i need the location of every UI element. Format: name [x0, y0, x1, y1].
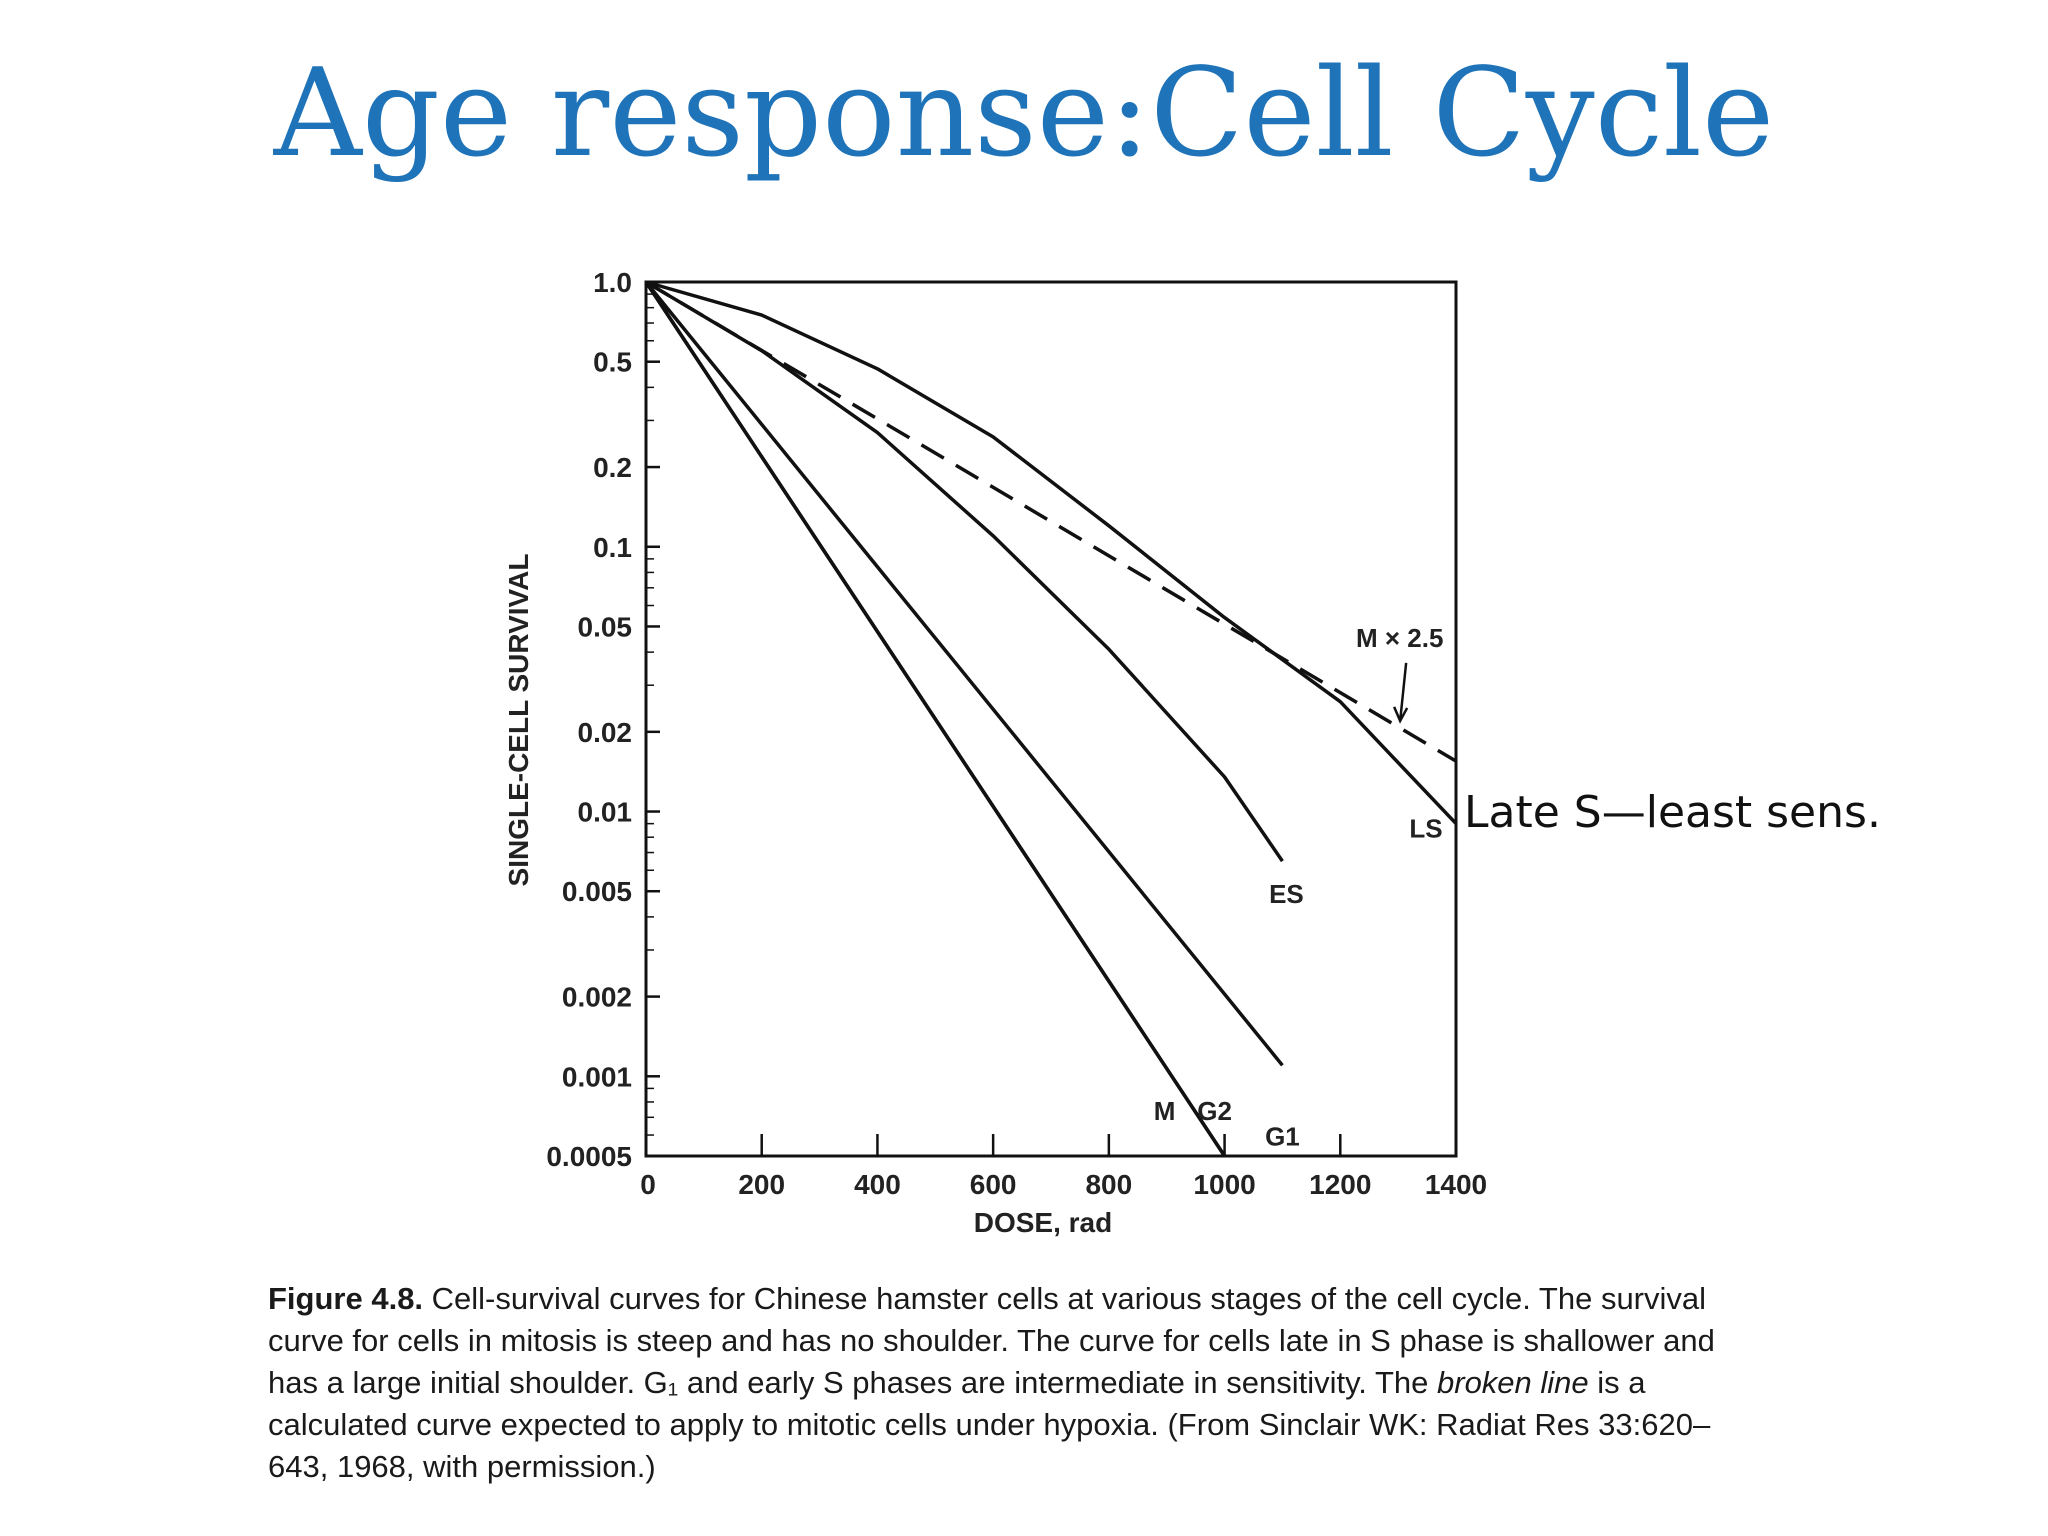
caption-emphasis: broken line — [1437, 1365, 1589, 1400]
y-tick-label-0.5: 0.5 — [593, 347, 632, 378]
late-s-note: Late S—least sens. — [1464, 787, 1881, 838]
x-tick-label-1000: 1000 — [1193, 1169, 1255, 1200]
curve-label-m-2-5: M × 2.5 — [1356, 623, 1443, 653]
y-tick-label-0.1: 0.1 — [593, 532, 632, 563]
y-axis-ticks: 1.0 0.5 0.2 0.1 0.05 0.02 0.01 0.005 0.002 0.001 0… — [546, 267, 660, 1172]
x-tick-label-0: 0 — [640, 1169, 656, 1200]
curve-label-g2: G2 — [1197, 1096, 1232, 1126]
caption-text-2: is a calculated curve expected to apply … — [268, 1365, 1711, 1484]
x-tick-label-200: 200 — [738, 1169, 785, 1200]
y-tick-label-0.001: 0.001 — [562, 1061, 632, 1092]
y-axis-title: SINGLE-CELL SURVIVAL — [503, 554, 534, 887]
x-axis-title: DOSE, rad — [974, 1207, 1112, 1238]
figure-caption: Figure 4.8. Cell-survival curves for Chi… — [268, 1278, 1748, 1488]
y-tick-label-0.01: 0.01 — [578, 797, 633, 828]
curve-label-g1: G1 — [1265, 1121, 1300, 1151]
m25-leader-arrowhead — [1392, 706, 1409, 724]
curve-es — [645, 280, 1284, 863]
y-tick-label-0.2: 0.2 — [593, 452, 632, 483]
curve-labels: M G2 G1 ES LS M × 2.5 — [1154, 623, 1444, 1151]
y-tick-label-1.0: 1.0 — [593, 267, 632, 298]
curve-label-m: M — [1154, 1096, 1176, 1126]
x-tick-label-600: 600 — [970, 1169, 1017, 1200]
y-tick-label-0.02: 0.02 — [578, 717, 633, 748]
y-tick-label-0.005: 0.005 — [562, 876, 632, 907]
x-axis-ticks: 0 200 400 600 800 1000 1200 1400 — [640, 1134, 1487, 1200]
curve-g1 — [644, 280, 1284, 1067]
plot-frame — [644, 280, 1458, 1158]
curves — [644, 280, 1458, 1157]
curve-g2 — [644, 281, 1227, 1157]
curve-label-es: ES — [1269, 879, 1304, 909]
slide-title: Age response:Cell Cycle — [273, 42, 1775, 184]
y-tick-label-0.05: 0.05 — [578, 611, 633, 642]
curve-ls — [645, 280, 1458, 825]
y-tick-label-0.002: 0.002 — [562, 982, 632, 1013]
x-tick-label-400: 400 — [854, 1169, 901, 1200]
curve-label-ls: LS — [1409, 814, 1442, 844]
x-tick-label-800: 800 — [1085, 1169, 1132, 1200]
x-tick-label-1400: 1400 — [1425, 1169, 1487, 1200]
y-tick-label-0.0005: 0.0005 — [546, 1141, 632, 1172]
caption-text-1: Cell-survival curves for Chinese hamster… — [268, 1281, 1715, 1400]
m25-leader-line — [1398, 662, 1408, 722]
x-tick-label-1200: 1200 — [1309, 1169, 1371, 1200]
caption-figure-label: Figure 4.8. — [268, 1281, 424, 1316]
curve-m-2-5 — [645, 280, 1457, 763]
